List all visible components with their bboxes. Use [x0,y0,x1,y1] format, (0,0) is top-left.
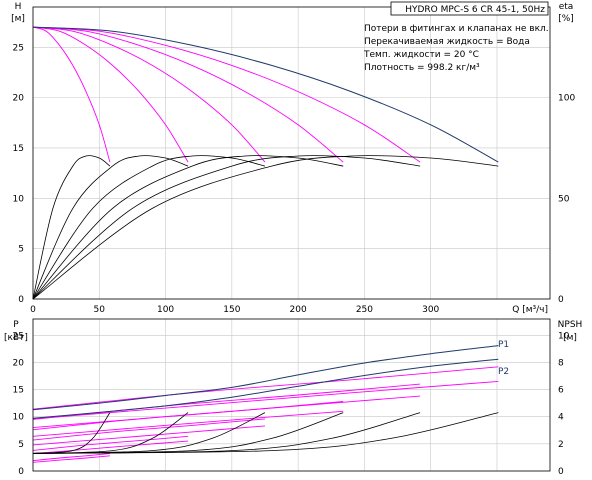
lower-left-tick-label: 20 [13,358,25,368]
efficiency-curve-1-pumps [32,155,111,300]
upper-grid [32,7,550,300]
upper-left-tick-label: 10 [13,194,25,204]
head-curve-2-pumps [32,26,189,163]
upper-right-axis-label-line2: [%] [558,14,574,24]
x-tick-label: 0 [30,305,36,315]
info-box: HYDRO MPC-S 6 CR 45-1, 50Hz Потери в фит… [363,1,549,73]
p2-power-curve-1-pumps [32,455,110,463]
p2-power-curve-3-pumps [32,425,266,446]
lower-left-axis-label-line2: [кВт] [4,333,28,343]
lower-right-tick-label: 10 [558,331,570,341]
lower-right-tick-label: 0 [558,467,564,477]
upper-left-tick-label: 5 [18,245,24,255]
efficiency-curve-3-pumps [32,155,266,300]
note-line-4: Плотность = 998.2 кг/м³ [364,63,480,73]
head-curve-3-pumps [32,26,266,163]
x-tick-label: 50 [94,305,106,315]
lower-curves [32,345,499,463]
upper-right-axis-label-line1: eta [559,2,574,12]
chart-title: HYDRO MPC-S 6 CR 45-1, 50Hz [405,5,545,15]
lower-left-tick-label: 25 [13,331,24,341]
npsh-curve-6-pumps [32,412,499,454]
p1-power-curve-6-pumps [32,366,499,410]
lower-right-axis-label-line1: NPSH [558,320,583,330]
upper-right-tick-label: 0 [558,295,564,305]
title-box [390,1,549,16]
note-line-1: Потери в фитингах и клапанах не вкл. [364,24,549,34]
lower-right-tick-label: 6 [558,386,564,396]
p1-power-curve-1-pumps [32,453,110,462]
p2-power-curve-2-pumps [32,440,189,455]
head-curve-4-pumps [32,26,344,163]
x-axis-label: Q [м³/ч] [512,305,548,315]
efficiency-curve-2-pumps [32,155,189,300]
upper-left-axis-label-line1: H [15,2,22,12]
x-tick-label: 250 [356,305,373,315]
x-tick-label: 200 [290,305,307,315]
lower-plot-border [32,318,551,472]
p2-power-curve-4-pumps [32,410,344,437]
p2-total-curve [32,358,499,419]
head-curve-5-pumps [32,26,421,163]
lower-plot-frame [32,318,551,472]
lower-right-tick-label: 2 [558,440,564,450]
efficiency-curve-4-pumps [32,155,344,300]
efficiency-curve-5-pumps [32,155,421,300]
p1-curve-label: P1 [498,340,509,350]
p2-curve-label: P2 [498,367,509,377]
npsh-curve-4-pumps [32,412,344,454]
note-line-2: Перекачиваемая жидкость = Вода [364,37,530,47]
lower-grid [32,319,550,472]
lower-left-axis-label-line1: P [13,320,19,330]
x-tick-label: 300 [422,305,439,315]
p1-total-curve [32,345,499,411]
lower-left-tick-label: 15 [13,386,24,396]
lower-left-tick-label: 0 [18,467,24,477]
upper-left-axis-label-line2: [м] [11,14,25,24]
x-tick-label: 100 [157,305,174,315]
lower-left-tick-label: 10 [13,413,25,423]
p1-power-curve-3-pumps [32,418,266,441]
p2-power-curve-6-pumps [32,380,499,420]
lower-right-tick-label: 8 [558,358,564,368]
upper-left-tick-label: 0 [18,295,24,305]
upper-left-tick-label: 15 [13,144,24,154]
p2-power-curve-5-pumps [32,395,421,429]
upper-left-tick-label: 25 [13,43,24,53]
upper-plot-frame [32,6,551,300]
upper-left-tick-label: 20 [13,94,25,104]
note-line-3: Темп. жидкости = 20 °C [363,50,479,60]
head-curve-1-pumps [32,26,111,163]
head-curve-6-pumps [32,26,499,163]
upper-plot-border [32,6,551,300]
p1-power-curve-2-pumps [32,435,189,451]
lower-left-tick-label: 5 [18,440,24,450]
upper-right-tick-label: 100 [558,94,575,104]
x-tick-label: 150 [223,305,240,315]
upper-curves [32,26,499,300]
tick-labels: 0 50 100 150 200 250 3000510152025050100051015… [13,43,576,477]
lower-right-tick-label: 4 [558,413,564,423]
efficiency-curve-6-pumps [32,155,499,300]
upper-right-tick-label: 50 [558,194,570,204]
lower-right-axis-label-line2: [м] [563,333,577,343]
